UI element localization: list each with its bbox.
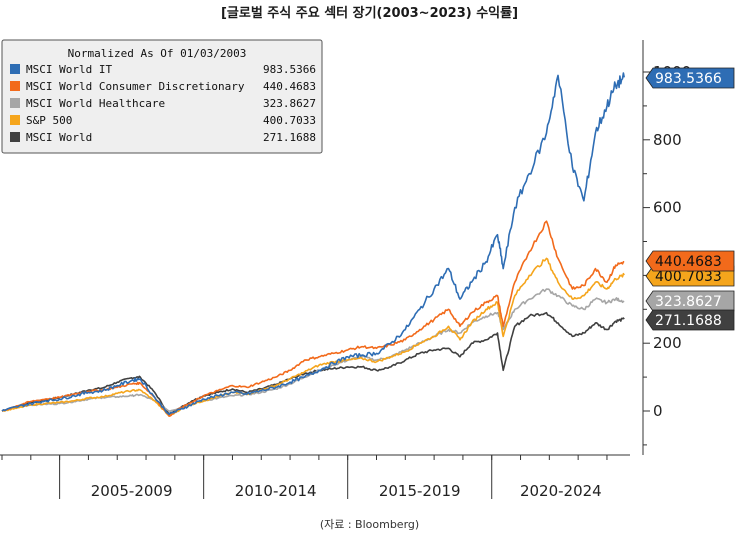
legend-swatch: [10, 81, 20, 91]
series-line-0: [1, 72, 625, 416]
legend-series-name: MSCI World IT: [26, 63, 112, 76]
value-tag-box: [645, 67, 735, 89]
legend-series-name: S&P 500: [26, 114, 72, 127]
value-tag-label: 323.8627: [655, 294, 722, 310]
legend-series-value: 271.1688: [263, 131, 316, 144]
y-tick-label: 800: [653, 131, 682, 149]
value-tag-box: [645, 250, 735, 272]
legend-swatch: [10, 132, 20, 142]
series-layer: [1, 72, 625, 417]
value-tag-label: 440.4683: [655, 254, 722, 270]
series-line-3: [1, 257, 625, 417]
value-tag-label: 983.5366: [655, 71, 722, 87]
legend-series-name: MSCI World Consumer Discretionary: [26, 80, 245, 93]
value-tag: 323.8627: [645, 290, 735, 312]
value-tag: 983.5366: [645, 67, 735, 89]
legend-series-value: 400.7033: [263, 114, 316, 127]
y-tick-label: 0: [653, 402, 663, 420]
chart-title: [글로벌 주식 주요 섹터 장기(2003~2023) 수익률]: [220, 6, 519, 21]
period-label: 2015-2019: [379, 482, 461, 500]
legend-series-value: 440.4683: [263, 80, 316, 93]
value-tag: 271.1688: [645, 309, 735, 331]
series-line-2: [2, 288, 625, 412]
period-label: 2020-2024: [520, 482, 602, 500]
period-label: 2010-2014: [235, 482, 317, 500]
legend-title: Normalized As Of 01/03/2003: [68, 47, 247, 60]
legend-swatch: [10, 115, 20, 125]
legend-swatch: [10, 64, 20, 74]
legend: Normalized As Of 01/03/2003 MSCI World IT…: [1, 39, 323, 154]
y-tick-label: 200: [653, 334, 682, 352]
value-tag-label: 400.7033: [655, 269, 722, 285]
legend-swatch: [10, 98, 20, 108]
legend-series-name: MSCI World Healthcare: [26, 97, 165, 110]
value-tag-box: [645, 290, 735, 312]
value-tag-label: 271.1688: [655, 313, 722, 329]
series-line-1: [1, 220, 625, 417]
chart-source: (자료 : Bloomberg): [319, 518, 420, 531]
legend-box: [1, 39, 323, 154]
legend-series-value: 323.8627: [263, 97, 316, 110]
value-tag: 440.4683: [645, 250, 735, 272]
legend-series-value: 983.5366: [263, 63, 316, 76]
period-label: 2005-2009: [91, 482, 173, 500]
legend-series-name: MSCI World: [26, 131, 92, 144]
value-tag-box: [645, 309, 735, 331]
y-tick-label: 600: [653, 199, 682, 217]
